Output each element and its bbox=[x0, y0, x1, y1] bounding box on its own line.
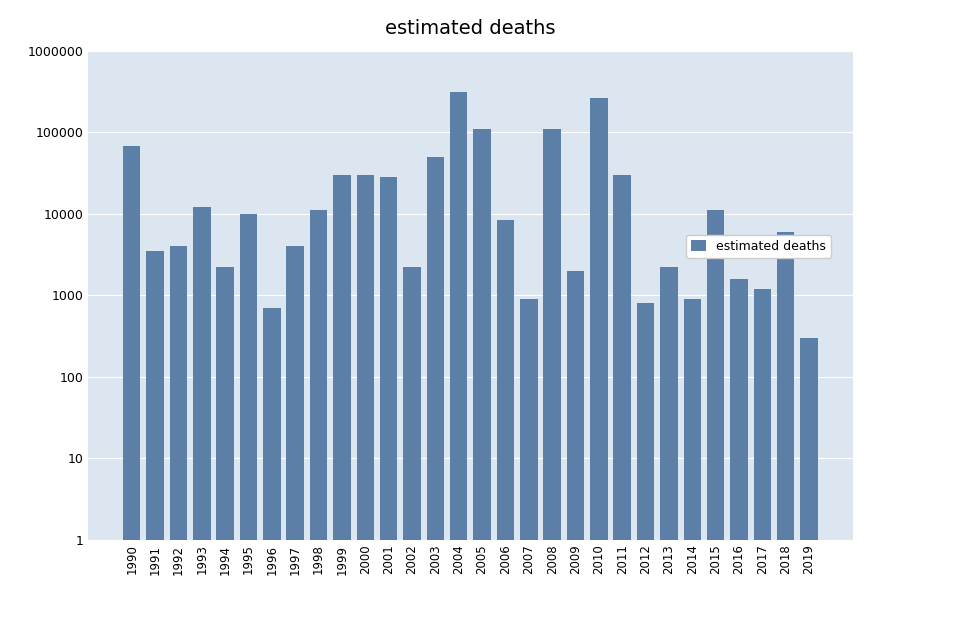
Bar bbox=[754, 289, 771, 635]
Bar bbox=[193, 208, 211, 635]
Bar bbox=[240, 214, 258, 635]
Title: estimated deaths: estimated deaths bbox=[385, 19, 556, 38]
Bar bbox=[543, 129, 561, 635]
Bar bbox=[170, 246, 187, 635]
Bar bbox=[333, 175, 351, 635]
Bar bbox=[730, 279, 748, 635]
Bar bbox=[801, 338, 818, 635]
Bar bbox=[380, 177, 398, 635]
Bar bbox=[403, 267, 420, 635]
Bar bbox=[707, 210, 724, 635]
Bar bbox=[217, 267, 234, 635]
Bar bbox=[426, 157, 444, 635]
Bar bbox=[146, 251, 164, 635]
Bar bbox=[590, 98, 608, 635]
Bar bbox=[661, 267, 678, 635]
Bar bbox=[520, 299, 538, 635]
Bar bbox=[683, 299, 701, 635]
Bar bbox=[122, 147, 140, 635]
Bar bbox=[263, 308, 280, 635]
Bar bbox=[286, 246, 304, 635]
Bar bbox=[357, 175, 374, 635]
Bar bbox=[473, 129, 491, 635]
Bar bbox=[497, 220, 514, 635]
Bar bbox=[566, 271, 584, 635]
Bar bbox=[777, 232, 795, 635]
Bar bbox=[450, 92, 467, 635]
Legend: estimated deaths: estimated deaths bbox=[686, 235, 831, 258]
Bar bbox=[613, 175, 631, 635]
Bar bbox=[310, 210, 327, 635]
Bar bbox=[637, 303, 655, 635]
